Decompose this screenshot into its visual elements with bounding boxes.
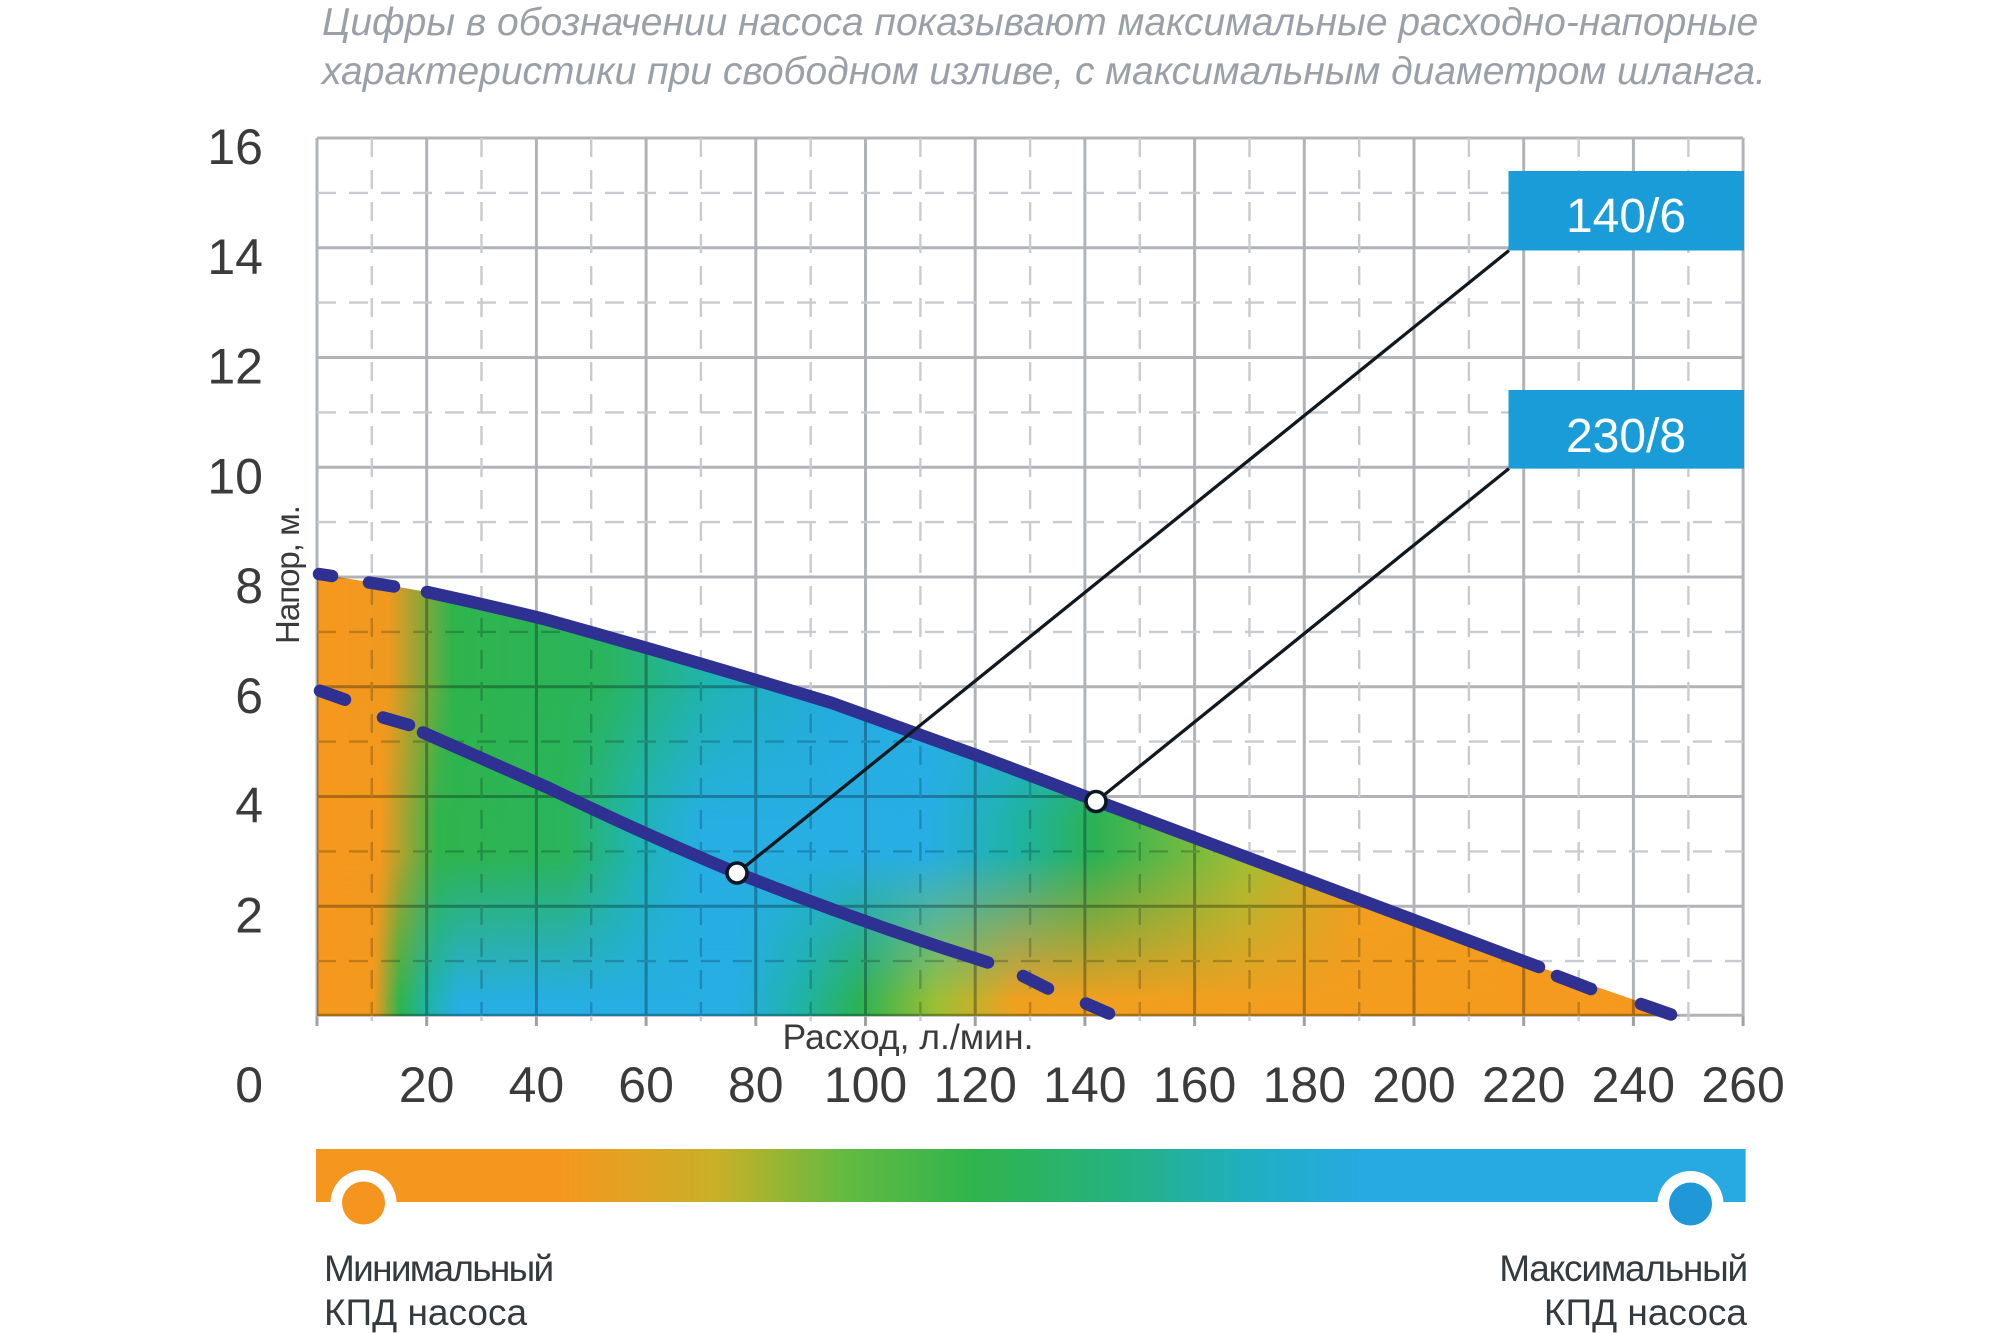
svg-text:10: 10 [207,448,263,504]
svg-text:200: 200 [1372,1057,1455,1113]
svg-text:100: 100 [824,1057,907,1113]
svg-text:0: 0 [235,1057,263,1113]
svg-text:Расход, л./мин.: Расход, л./мин. [783,1017,1034,1057]
svg-text:2: 2 [235,887,263,943]
svg-text:12: 12 [207,339,263,395]
svg-text:160: 160 [1153,1057,1236,1113]
svg-text:60: 60 [618,1057,674,1113]
svg-text:230/8: 230/8 [1566,410,1686,463]
svg-text:Максимальный: Максимальный [1499,1248,1747,1289]
svg-text:характеристики при свободном и: характеристики при свободном изливе, с м… [320,50,1766,93]
svg-text:КПД насоса: КПД насоса [1544,1292,1747,1333]
svg-text:14: 14 [207,229,263,285]
svg-text:140/6: 140/6 [1566,190,1686,243]
svg-text:240: 240 [1592,1057,1675,1113]
svg-text:140: 140 [1043,1057,1126,1113]
svg-text:Минимальный: Минимальный [324,1248,552,1289]
svg-text:260: 260 [1701,1057,1784,1113]
svg-text:4: 4 [235,778,263,834]
svg-text:220: 220 [1482,1057,1565,1113]
svg-text:180: 180 [1263,1057,1346,1113]
svg-text:20: 20 [399,1057,455,1113]
svg-text:КПД насоса: КПД насоса [324,1292,527,1333]
svg-text:Напор, м.: Напор, м. [269,506,306,644]
svg-text:6: 6 [235,668,263,724]
svg-text:8: 8 [235,558,263,614]
svg-text:Цифры в обозначении насоса пок: Цифры в обозначении насоса показывают ма… [322,1,1758,44]
svg-text:120: 120 [933,1057,1016,1113]
svg-text:40: 40 [509,1057,565,1113]
svg-text:16: 16 [207,119,263,175]
svg-text:80: 80 [728,1057,784,1113]
